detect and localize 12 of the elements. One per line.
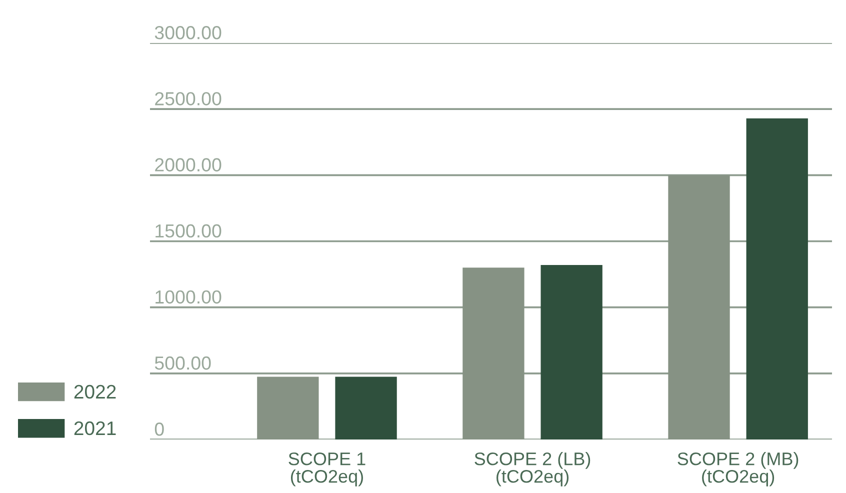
legend-label: 2021: [74, 421, 116, 436]
y-tick-label: 1000.00: [156, 290, 222, 304]
y-tick-label: 0: [154, 422, 164, 436]
x-tick-label: SCOPE 1 (tCO2eq): [288, 452, 366, 486]
x-tick-label: SCOPE 2 (LB) (tCO2eq): [474, 452, 590, 486]
y-tick-label: 1500.00: [156, 224, 222, 238]
y-tick-label: 3000.00: [154, 26, 222, 40]
y-tick-label: 2000.00: [155, 158, 222, 172]
x-tick-label: SCOPE 2 (MB) (tCO2eq): [678, 452, 798, 486]
y-tick-label: 2500.00: [155, 92, 222, 106]
legend-label: 2022: [74, 384, 116, 399]
y-tick-label: 500.00: [154, 356, 211, 370]
